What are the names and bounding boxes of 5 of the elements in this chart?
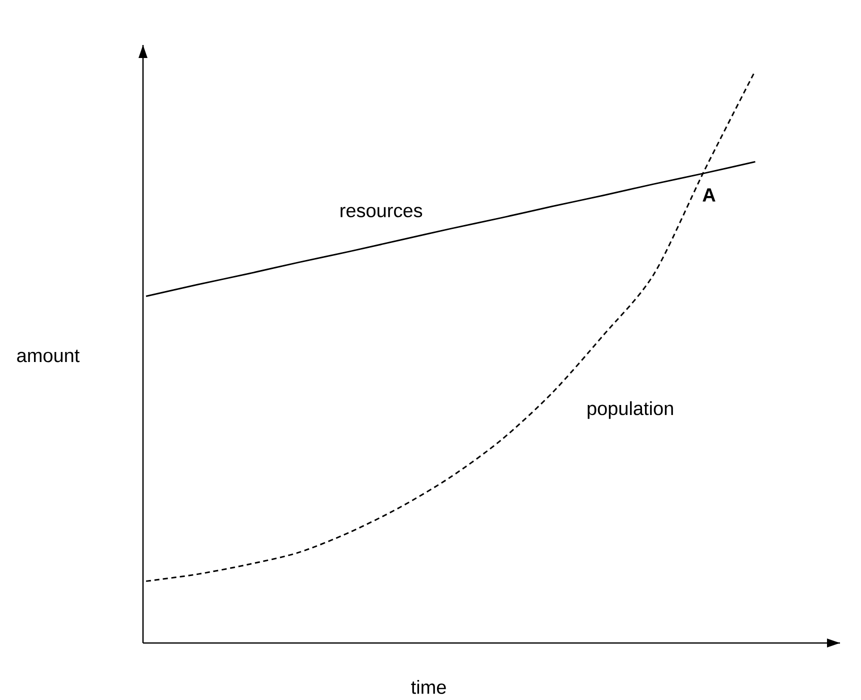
series-label: resources [340,206,422,218]
x-axis-title: time [411,680,446,694]
series-label: population [588,401,673,419]
annotation: A [702,188,716,202]
y-axis-title: amount [17,350,80,362]
